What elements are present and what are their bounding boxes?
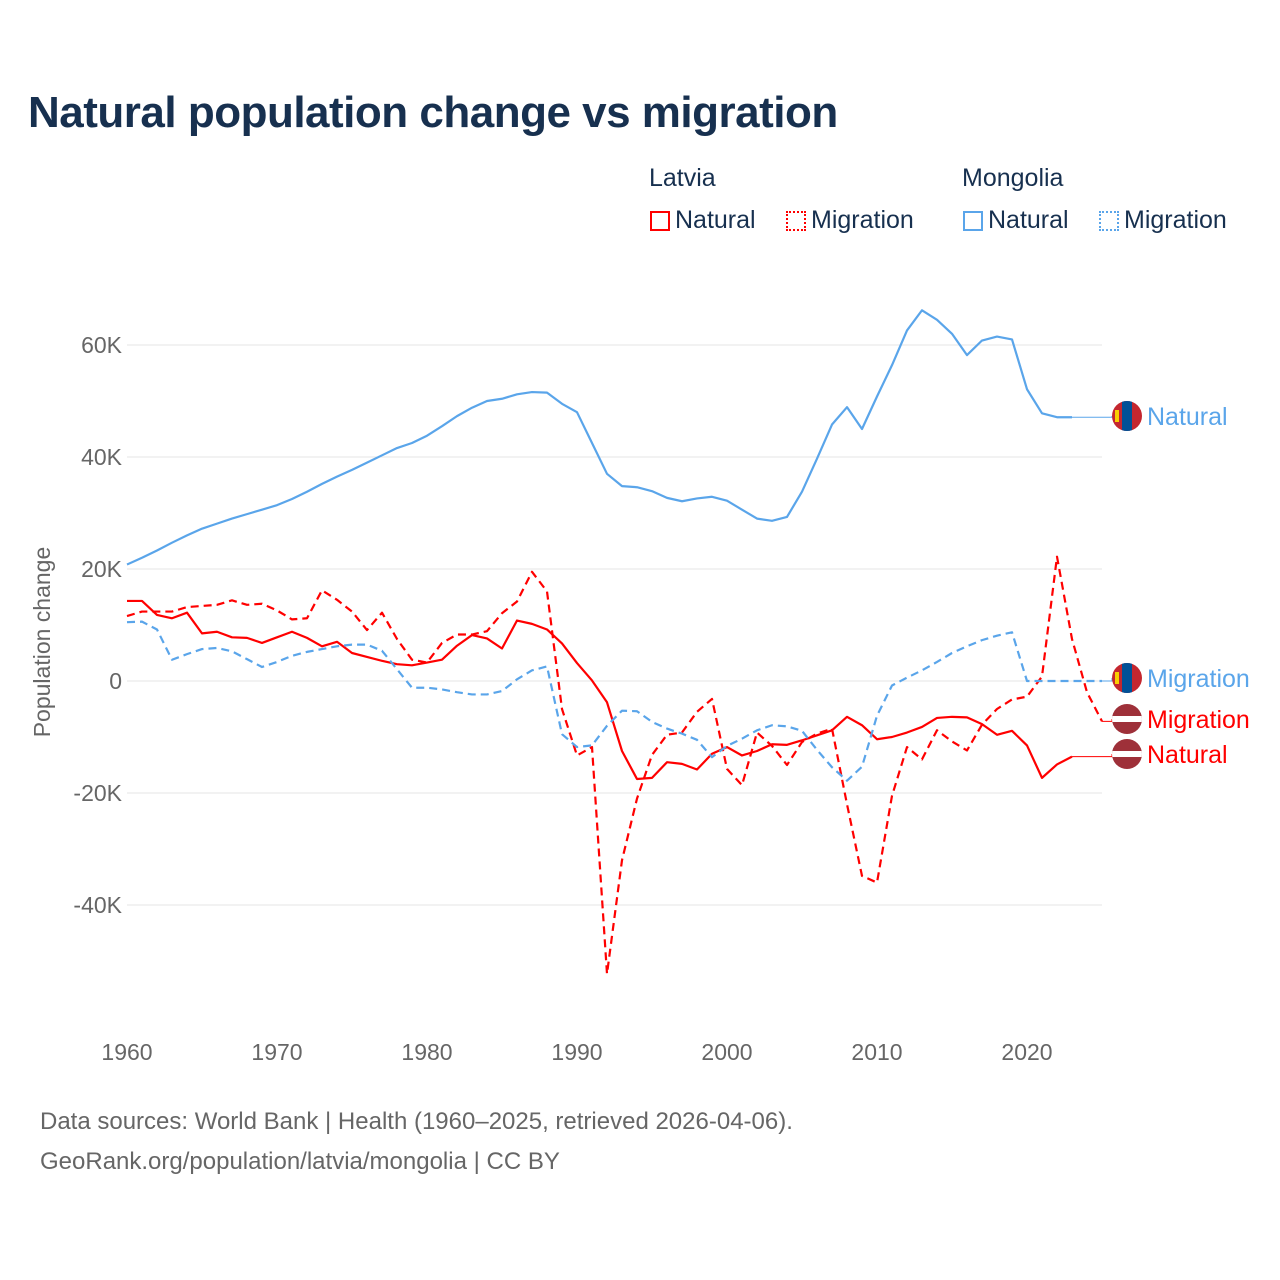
x-tick-label: 2000 <box>701 1039 752 1065</box>
chart-title: Natural population change vs migration <box>28 88 838 137</box>
series-line-latvia-natural <box>127 599 1073 781</box>
legend-latvia-migration[interactable]: Migration <box>786 206 914 235</box>
latvia-flag-icon <box>1112 704 1142 734</box>
latvia-flag-icon <box>1112 739 1142 769</box>
source-line-1: Data sources: World Bank | Health (1960–… <box>40 1108 793 1135</box>
y-tick-label: -40K <box>73 892 122 918</box>
x-tick-label: 2020 <box>1001 1039 1052 1065</box>
series-line-mongolia-migration <box>126 620 1102 782</box>
mongolia-flag-icon <box>1112 663 1142 693</box>
legend-mongolia-natural[interactable]: Natural <box>963 206 1069 235</box>
y-tick-label: -20K <box>73 780 122 806</box>
legend-group-latvia: Latvia <box>649 164 716 192</box>
y-tick-label: 0 <box>109 668 122 694</box>
legend-label: Natural <box>675 206 756 234</box>
y-tick-label: 60K <box>81 332 123 358</box>
label-connector <box>1072 754 1113 758</box>
end-label-latvia-natural: Natural <box>1147 741 1228 769</box>
series-line-latvia-migration <box>126 555 1103 975</box>
end-label-latvia-migration: Migration <box>1147 706 1250 734</box>
legend-swatch-dotted <box>1099 210 1119 231</box>
legend-latvia-natural[interactable]: Natural <box>650 206 756 235</box>
series-line-mongolia-natural <box>126 309 1072 566</box>
label-connector <box>1102 678 1113 682</box>
label-connector <box>1072 416 1113 418</box>
legend-label: Migration <box>1124 206 1227 234</box>
y-tick-label: 20K <box>81 556 123 582</box>
x-tick-label: 1980 <box>401 1039 452 1065</box>
y-tick-label: 40K <box>81 444 123 470</box>
x-tick-label: 1960 <box>101 1039 152 1065</box>
end-label-mongolia-natural: Natural <box>1147 403 1228 431</box>
y-axis-label: Population change <box>29 547 55 738</box>
legend-mongolia-migration[interactable]: Migration <box>1099 206 1227 235</box>
x-tick-label: 1990 <box>551 1039 602 1065</box>
end-label-mongolia-migration: Migration <box>1147 665 1250 693</box>
mongolia-flag-icon <box>1112 401 1142 431</box>
label-connector <box>1102 719 1113 722</box>
legend-swatch-dotted <box>786 210 806 231</box>
legend-swatch-solid <box>650 210 670 231</box>
legend-swatch-solid <box>963 210 983 231</box>
x-tick-label: 2010 <box>851 1039 902 1065</box>
legend-group-mongolia: Mongolia <box>962 164 1064 192</box>
legend-label: Natural <box>988 206 1069 234</box>
legend-label: Migration <box>811 206 914 234</box>
x-tick-label: 1970 <box>251 1039 302 1065</box>
source-line-2[interactable]: GeoRank.org/population/latvia/mongolia |… <box>40 1148 560 1175</box>
